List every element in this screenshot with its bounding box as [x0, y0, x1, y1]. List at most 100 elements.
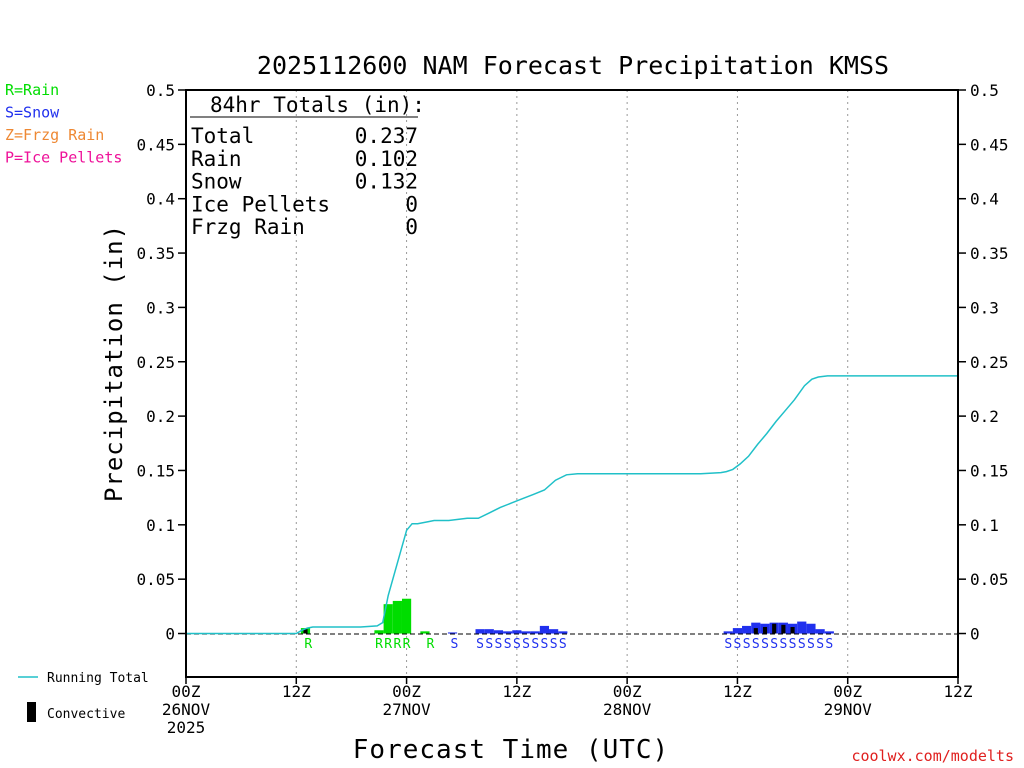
x-axis-label: Forecast Time (UTC) [353, 735, 669, 765]
precip-bar-snow [558, 631, 568, 634]
y-tick-label-left: 0.25 [136, 353, 175, 372]
ptype-marker: S [485, 637, 493, 652]
ptype-marker: S [531, 637, 539, 652]
y-tick-label-right: 0.35 [970, 244, 1009, 263]
running-total-line [186, 375, 958, 635]
precip-bar-rain [383, 604, 393, 634]
ptype-legend: R=Rain S=Snow Z=Frzg Rain P=Ice Pellets [5, 81, 122, 167]
precip-bar-snow [503, 631, 513, 634]
y-tick-label-right: 0.5 [970, 81, 999, 100]
x-tick-label: 00Z [833, 682, 862, 701]
ptype-legend-item: P=Ice Pellets [5, 149, 122, 167]
totals-row-label: Total [191, 124, 254, 148]
ptype-marker: S [807, 637, 815, 652]
ptype-marker: R [393, 637, 401, 652]
precip-bars [300, 598, 834, 634]
ptype-marker: R [427, 637, 435, 652]
y-tick-label-right: 0.15 [970, 461, 1009, 480]
ptype-marker: S [495, 637, 503, 652]
y-tick-label-left: 0 [165, 625, 175, 644]
chart-title: 2025112600 NAM Forecast Precipitation KM… [257, 51, 889, 80]
y-tick-label-left: 0.45 [136, 135, 175, 154]
x-tick-label: 29NOV [824, 700, 873, 719]
ptype-marker: S [752, 637, 760, 652]
ptype-marker: R [375, 637, 383, 652]
ptype-marker: S [789, 637, 797, 652]
x-tick-label: 27NOV [382, 700, 431, 719]
precip-bar-snow [530, 631, 540, 634]
totals-row-value: 0.102 [355, 147, 418, 171]
ptype-marker: S [779, 637, 787, 652]
y-tick-label-left: 0.35 [136, 244, 175, 263]
x-tick-label: 12Z [282, 682, 311, 701]
y-tick-label-right: 0.25 [970, 353, 1009, 372]
y-tick-label-left: 0.5 [146, 81, 175, 100]
precip-bar-rain [392, 600, 402, 634]
x-tick-label: 00Z [613, 682, 642, 701]
precip-bar-snow [521, 631, 531, 634]
totals-row-label: Ice Pellets [191, 192, 330, 216]
y-tick-label-left: 0.1 [146, 516, 175, 535]
x-tick-label: 26NOV [162, 700, 211, 719]
precip-bar-snow [549, 629, 559, 634]
ptype-legend-item: S=Snow [5, 104, 60, 122]
ptype-marker: S [513, 637, 521, 652]
precip-bar-snow [824, 631, 834, 634]
y-tick-label-left: 0.3 [146, 298, 175, 317]
totals-heading: 84hr Totals (in): [210, 93, 425, 117]
totals-row-label: Snow [191, 170, 242, 194]
precip-bar-snow [447, 632, 458, 634]
precip-bar-snow [539, 625, 550, 634]
y-axis-ticks: 0.5 0.5 0.45 0.45 0.4 0.4 0.35 0.35 0.3 0.3 0.25 0.… [136, 81, 1008, 644]
convective-legend-label: Convective [47, 707, 125, 722]
precip-bar-snow [475, 629, 485, 634]
y-tick-label-left: 0.05 [136, 570, 175, 589]
totals-row-value: 0 [405, 192, 418, 216]
precip-bar-snow [815, 629, 825, 634]
y-tick-label-right: 0.1 [970, 516, 999, 535]
ptype-marker: S [559, 637, 567, 652]
ptype-marker: S [504, 637, 512, 652]
ptype-marker: S [541, 637, 549, 652]
ptype-marker: R [384, 637, 392, 652]
precip-bar-snow [797, 621, 807, 634]
precip-bar-snow [732, 628, 743, 634]
precip-bar-snow [806, 623, 816, 634]
ptype-legend-item: Z=Frzg Rain [5, 126, 104, 144]
precip-bar-convective [753, 628, 758, 634]
precip-bar-convective [762, 626, 768, 634]
ptype-marker: S [743, 637, 751, 652]
y-tick-label-right: 0.3 [970, 298, 999, 317]
x-tick-label: 12Z [944, 682, 973, 701]
x-tick-label: 12Z [502, 682, 531, 701]
precip-bar-snow [493, 630, 504, 634]
precip-bar-snow [484, 629, 494, 634]
y-tick-label-left: 0.2 [146, 407, 175, 426]
grid-lines [295, 90, 849, 677]
x-tick-label: 00Z [392, 682, 421, 701]
y-tick-label-right: 0.2 [970, 407, 999, 426]
precip-bar-convective [790, 626, 795, 634]
precip-bar-snow [512, 630, 522, 634]
ptype-marker: S [816, 637, 824, 652]
precip-bar-snow [723, 631, 733, 634]
totals-row-value: 0 [405, 215, 418, 239]
y-tick-label-right: 0.4 [970, 190, 999, 209]
ptype-legend-item: R=Rain [5, 81, 59, 99]
x-tick-label: 28NOV [603, 700, 652, 719]
y-tick-label-left: 0.4 [146, 190, 175, 209]
precip-bar-rain [420, 631, 430, 634]
ptype-marker: S [450, 637, 458, 652]
ptype-marker: S [734, 637, 742, 652]
totals-box: 84hr Totals (in): Total 0.237 Rain 0.102 Snow… [190, 93, 425, 239]
precip-bar-convective [772, 623, 777, 634]
y-axis-label: Precipitation (in) [100, 224, 128, 502]
precip-bar-rain [374, 630, 384, 634]
ptype-marker: S [522, 637, 530, 652]
y-tick-label-right: 0.05 [970, 570, 1009, 589]
ptype-marker: S [798, 637, 806, 652]
ptype-marker: S [476, 637, 484, 652]
